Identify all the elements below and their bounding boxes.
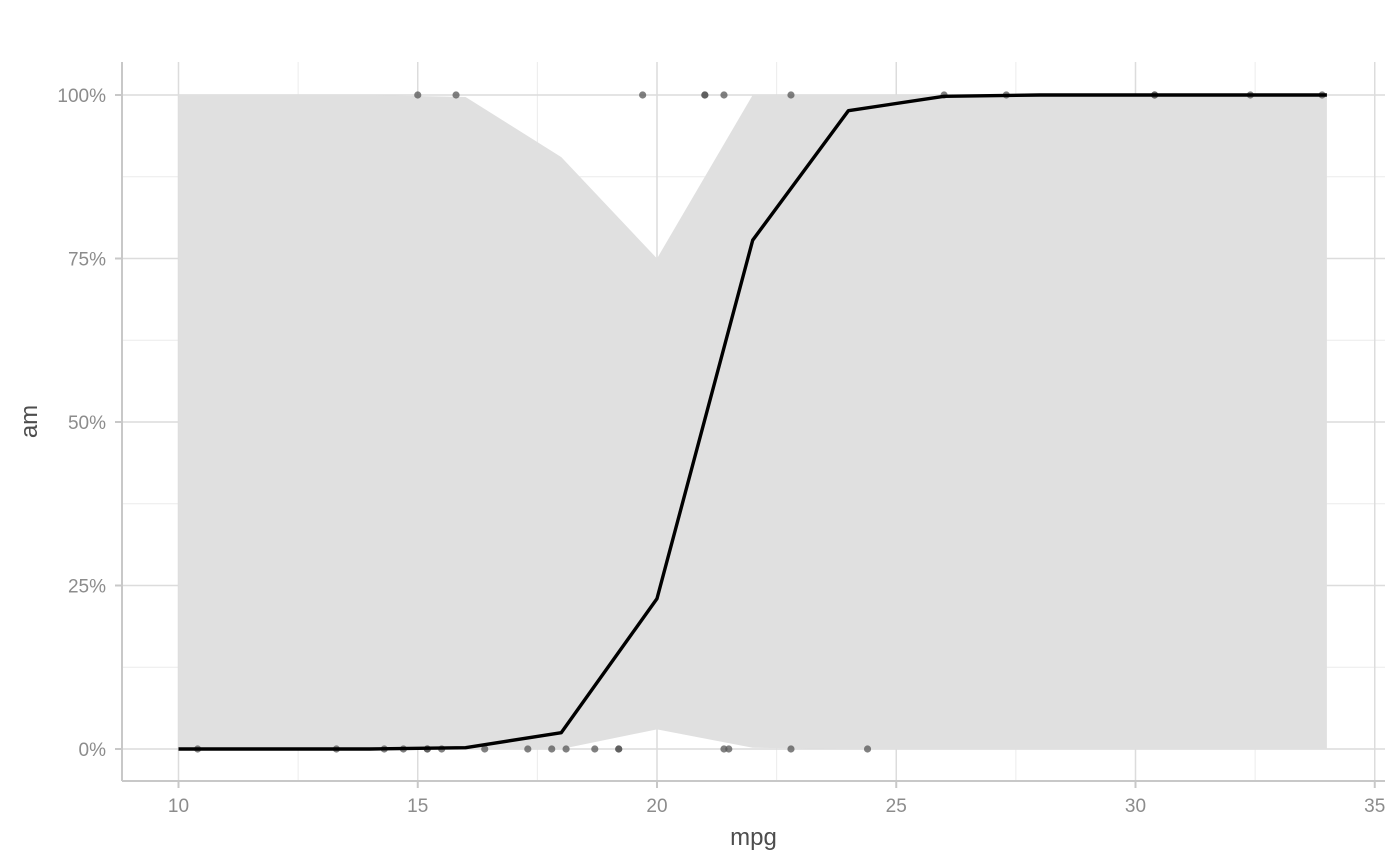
x-tick-label: 30 [1125, 796, 1146, 817]
y-axis-ticks: 0% 25% 50% 75% 100% [57, 86, 122, 761]
x-tick-label: 25 [886, 796, 907, 817]
data-point [562, 745, 570, 753]
data-point [725, 745, 733, 753]
data-point [787, 745, 795, 753]
data-point [639, 91, 647, 99]
x-axis-title: mpg [730, 824, 777, 851]
data-point [720, 91, 728, 99]
data-point [615, 745, 623, 753]
y-tick-label: 100% [57, 86, 106, 107]
confidence-ribbon [178, 95, 1327, 749]
data-point [452, 91, 460, 99]
y-tick-label: 25% [68, 577, 106, 598]
x-tick-label: 35 [1364, 796, 1385, 817]
y-axis-title: am [16, 405, 43, 438]
data-point [863, 745, 872, 753]
x-tick-label: 15 [407, 796, 428, 817]
data-point [524, 745, 532, 753]
data-point [548, 745, 556, 753]
data-point [787, 91, 795, 99]
y-tick-label: 0% [79, 740, 107, 761]
y-tick-label: 50% [68, 413, 106, 434]
data-point [414, 91, 422, 99]
x-axis-ticks: 10 15 20 25 30 35 [168, 781, 1385, 817]
data-point [591, 745, 599, 753]
data-point [701, 91, 709, 99]
data-point [481, 745, 489, 753]
fitted-curve [178, 93, 1327, 751]
x-tick-label: 10 [168, 796, 189, 817]
y-tick-label: 75% [68, 250, 106, 271]
x-tick-label: 20 [646, 796, 667, 817]
